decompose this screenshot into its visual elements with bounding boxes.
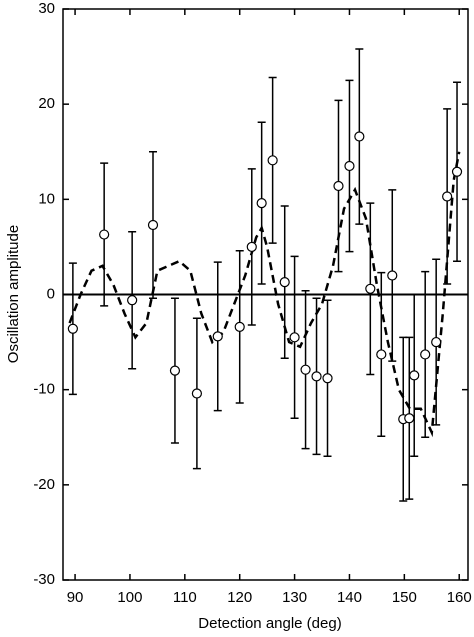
x-tick-label: 120 (227, 589, 252, 606)
y-tick-label: -30 (33, 571, 55, 588)
x-tick-label: 140 (337, 589, 362, 606)
data-point (409, 370, 420, 381)
data-point (256, 198, 267, 209)
data-point (289, 332, 300, 343)
x-tick-label: 150 (392, 589, 417, 606)
x-axis-label: Detection angle (deg) (198, 615, 341, 632)
data-point (212, 331, 223, 342)
y-tick-label: -10 (33, 381, 55, 398)
data-point (322, 373, 333, 384)
x-tick-label: 160 (447, 589, 472, 606)
data-point (300, 364, 311, 375)
data-point (99, 229, 110, 240)
data-point (404, 413, 415, 424)
x-tick-label: 110 (173, 589, 197, 606)
data-point (169, 365, 181, 376)
y-axis-label: Oscillation amplitude (5, 225, 22, 363)
data-point (67, 323, 78, 334)
data-point (354, 131, 365, 142)
data-point (387, 270, 398, 281)
data-point (246, 241, 257, 253)
fit-curve (68, 151, 461, 438)
data-point (333, 180, 344, 192)
data-point (147, 219, 159, 231)
y-tick-label: 20 (38, 95, 55, 112)
x-tick-label: 130 (282, 589, 307, 606)
data-point (451, 166, 463, 177)
data-point (127, 295, 138, 306)
data-point (365, 283, 376, 294)
y-tick-label: -20 (33, 476, 55, 493)
data-point (234, 321, 245, 332)
data-point (191, 388, 203, 399)
data-point (344, 160, 355, 172)
data-point (420, 349, 431, 360)
data-point (431, 336, 442, 348)
data-point (279, 277, 290, 288)
y-tick-label: 30 (38, 0, 55, 17)
data-point (267, 155, 278, 166)
x-tick-label: 90 (67, 589, 84, 606)
x-tick-label: 100 (117, 589, 142, 606)
data-point (442, 191, 453, 202)
y-tick-label: 0 (47, 285, 55, 302)
data-point (311, 371, 322, 382)
y-tick-label: 10 (38, 190, 55, 207)
data-point (376, 349, 387, 360)
